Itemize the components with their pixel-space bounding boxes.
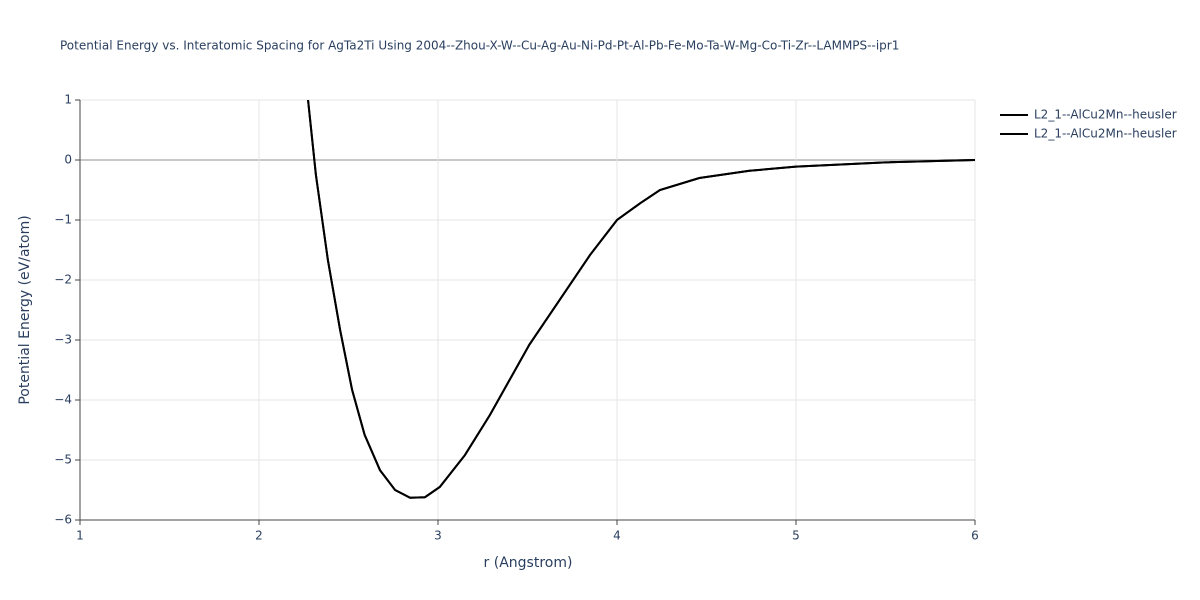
- x-axis-title: r (Angstrom): [484, 555, 573, 571]
- y-axis-title: Potential Energy (eV/atom): [17, 215, 33, 404]
- x-tick-label: 3: [434, 529, 442, 543]
- x-tick-label: 4: [613, 529, 621, 543]
- legend-label: L2_1--AlCu2Mn--heusler: [1034, 108, 1177, 122]
- plot-area: [307, 100, 975, 499]
- x-tick-label: 2: [255, 529, 263, 543]
- x-tick-label: 1: [76, 529, 84, 543]
- chart-title: Potential Energy vs. Interatomic Spacing…: [60, 39, 899, 53]
- y-tick-label: −3: [54, 333, 72, 347]
- y-tick-label: 0: [64, 153, 72, 167]
- legend-label: L2_1--AlCu2Mn--heusler: [1034, 127, 1177, 141]
- series-line: [307, 100, 975, 499]
- y-tick-label: −6: [54, 513, 72, 527]
- x-tick-label: 5: [792, 529, 800, 543]
- y-tick-label: −2: [54, 273, 72, 287]
- x-tick-label: 6: [971, 529, 979, 543]
- y-tick-label: −1: [54, 213, 72, 227]
- y-tick-label: 1: [64, 93, 72, 107]
- y-tick-label: −4: [54, 393, 72, 407]
- y-tick-label: −5: [54, 453, 72, 467]
